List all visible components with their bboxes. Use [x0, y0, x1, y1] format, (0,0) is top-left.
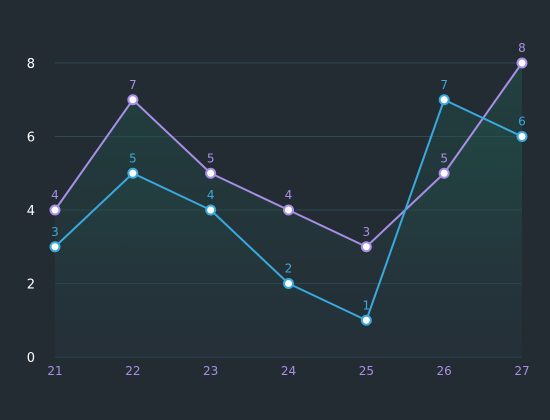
series-1-point — [438, 94, 450, 106]
y-tick-label: 6 — [27, 131, 35, 146]
series-1-point — [516, 131, 528, 142]
x-tick-label: 21 — [47, 364, 62, 378]
series-1-point — [283, 278, 294, 289]
series-0-point — [49, 204, 61, 216]
y-tick-label: 0 — [27, 351, 35, 366]
series-0-data-label: 3 — [363, 225, 371, 239]
y-tick-label: 8 — [27, 57, 35, 72]
x-tick-label: 26 — [437, 364, 452, 378]
series-1-point — [127, 167, 139, 179]
x-tick-label: 23 — [203, 364, 218, 378]
series-1-data-label: 1 — [363, 298, 371, 312]
series-1-data-label: 6 — [518, 115, 526, 129]
series-0-data-label: 8 — [518, 41, 526, 55]
series-0-data-label: 7 — [129, 78, 137, 92]
series-0-point — [283, 204, 294, 216]
y-tick-label: 2 — [27, 278, 35, 293]
series-0-point — [516, 57, 528, 69]
series-area-1 — [55, 99, 522, 357]
series-1-data-label: 7 — [440, 78, 448, 92]
series-1-point — [360, 314, 372, 326]
series-0-data-label: 4 — [285, 188, 293, 202]
x-tick-label: 24 — [281, 364, 296, 378]
series-0-point — [127, 94, 139, 106]
series-0-data-label: 4 — [51, 188, 59, 202]
x-tick-label: 25 — [359, 364, 374, 378]
y-tick-label: 4 — [27, 204, 35, 219]
series-0-point — [205, 167, 217, 179]
x-tick-label: 27 — [514, 364, 529, 378]
series-1-data-label: 4 — [207, 188, 215, 202]
series-0-point — [360, 241, 372, 253]
series-1-data-label: 5 — [129, 151, 137, 165]
series-1-data-label: 3 — [51, 225, 59, 239]
series-1-point — [205, 204, 217, 216]
series-1-data-label: 2 — [285, 262, 293, 276]
x-tick-label: 22 — [125, 364, 140, 378]
series-0-data-label: 5 — [207, 151, 215, 165]
series-0-data-label: 5 — [440, 151, 448, 165]
series-1-point — [49, 241, 61, 253]
series-0-point — [438, 167, 450, 179]
